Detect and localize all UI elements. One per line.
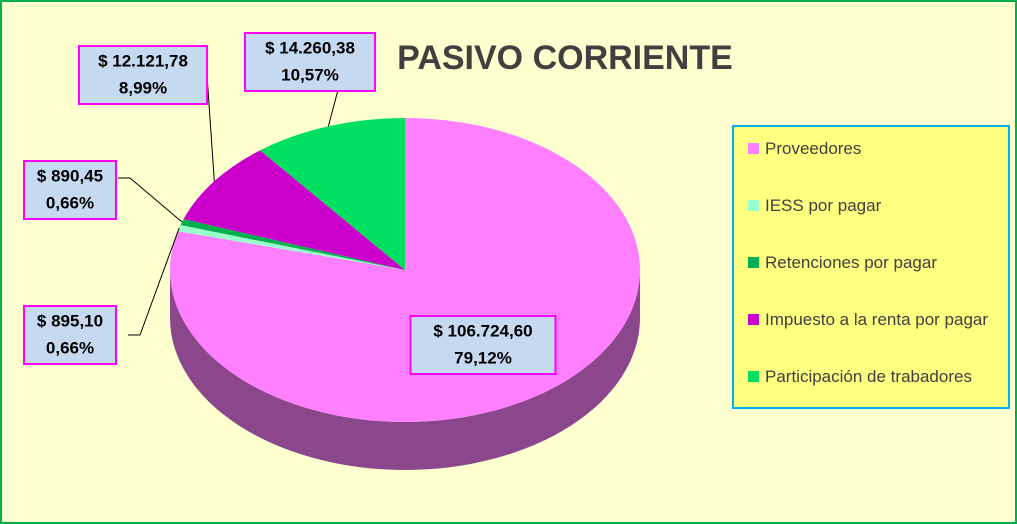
data-label-value: $ 890,45 bbox=[37, 166, 103, 185]
legend-label: Retenciones por pagar bbox=[765, 253, 938, 272]
data-label-value: $ 14.260,38 bbox=[265, 38, 355, 57]
legend-label: Proveedores bbox=[765, 139, 862, 158]
data-label-percent: 0,66% bbox=[46, 338, 94, 357]
leader-line bbox=[327, 89, 339, 127]
data-label-percent: 8,99% bbox=[119, 78, 167, 97]
leader-line bbox=[206, 74, 215, 182]
data-label-value: $ 895,10 bbox=[37, 311, 103, 330]
pie-slice bbox=[183, 150, 405, 270]
pie-slice bbox=[177, 225, 405, 270]
chart-title: PASIVO CORRIENTE bbox=[397, 39, 733, 77]
legend-item: Proveedores bbox=[748, 135, 998, 184]
legend-swatch bbox=[748, 200, 759, 211]
legend-item: IESS por pagar bbox=[748, 192, 998, 241]
legend-label: Impuesto a la renta por pagar bbox=[765, 310, 989, 329]
data-label-box bbox=[78, 45, 208, 105]
data-label-box bbox=[23, 305, 117, 365]
legend-item: Participación de trabadores bbox=[748, 363, 998, 412]
data-label-box bbox=[23, 160, 117, 220]
leader-line bbox=[118, 177, 183, 223]
legend-label: Participación de trabadores bbox=[765, 367, 972, 386]
data-label-box bbox=[409, 315, 557, 375]
pie-slice bbox=[180, 219, 405, 270]
legend-label: IESS por pagar bbox=[765, 196, 882, 215]
pie-side bbox=[170, 270, 640, 470]
leader-line bbox=[128, 227, 180, 336]
legend-swatch bbox=[748, 371, 759, 382]
data-label-value: $ 12.121,78 bbox=[98, 51, 188, 70]
data-label-percent: 79,12% bbox=[454, 348, 512, 367]
data-label-percent: 0,66% bbox=[46, 193, 94, 212]
data-label-value: $ 106.724,60 bbox=[433, 321, 532, 340]
legend: Proveedores IESS por pagar Retenciones por… bbox=[732, 125, 1010, 409]
legend-swatch bbox=[748, 257, 759, 268]
pie-slice bbox=[260, 118, 405, 270]
legend-swatch bbox=[748, 143, 759, 154]
data-label-percent: 10,57% bbox=[281, 65, 339, 84]
legend-swatch bbox=[748, 314, 759, 325]
data-label-box bbox=[244, 32, 376, 92]
legend-item: Impuesto a la renta por pagar bbox=[748, 306, 998, 355]
legend-item: Retenciones por pagar bbox=[748, 249, 998, 298]
